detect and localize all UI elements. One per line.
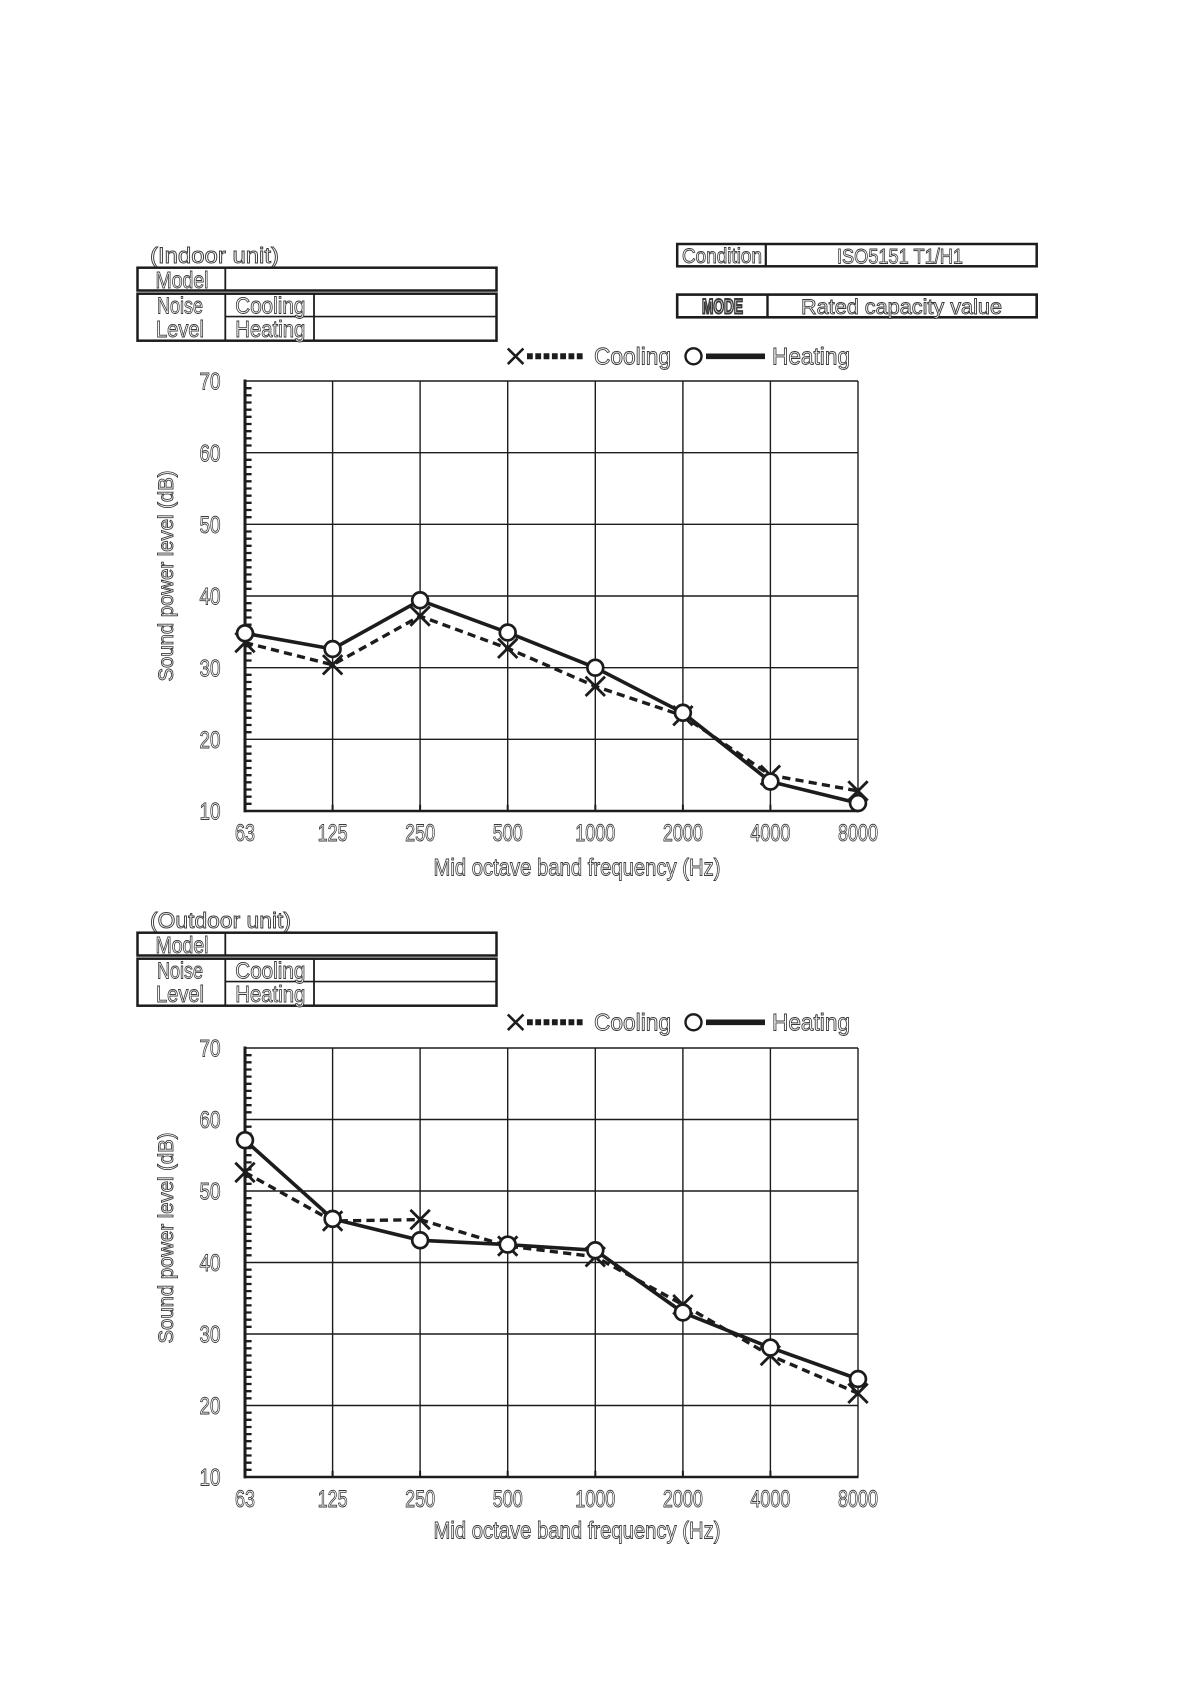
svg-text:70: 70 xyxy=(200,1036,221,1063)
svg-text:2000: 2000 xyxy=(663,820,703,847)
svg-text:63: 63 xyxy=(235,820,255,847)
svg-text:1000: 1000 xyxy=(575,1486,615,1513)
svg-text:MODE: MODE xyxy=(702,296,743,319)
svg-text:4000: 4000 xyxy=(750,820,790,847)
svg-text:250: 250 xyxy=(405,1486,435,1513)
svg-text:40: 40 xyxy=(200,584,221,611)
svg-text:(Outdoor unit): (Outdoor unit) xyxy=(150,908,291,933)
svg-text:Cooling: Cooling xyxy=(594,344,671,371)
svg-text:125: 125 xyxy=(318,1486,348,1513)
svg-text:8000: 8000 xyxy=(838,1486,878,1513)
svg-text:50: 50 xyxy=(200,1179,221,1206)
svg-text:Rated capacity value: Rated capacity value xyxy=(801,296,1002,319)
svg-text:60: 60 xyxy=(200,440,221,467)
svg-text:500: 500 xyxy=(493,820,523,847)
svg-text:(Indoor unit): (Indoor unit) xyxy=(150,243,279,268)
svg-text:Cooling: Cooling xyxy=(594,1010,671,1037)
svg-text:40: 40 xyxy=(200,1250,221,1277)
svg-text:20: 20 xyxy=(200,727,221,754)
svg-text:30: 30 xyxy=(200,1322,221,1349)
svg-text:8000: 8000 xyxy=(838,820,878,847)
svg-text:70: 70 xyxy=(200,369,221,396)
svg-text:10: 10 xyxy=(200,1465,221,1492)
svg-text:Model: Model xyxy=(156,932,209,958)
svg-text:Heating: Heating xyxy=(235,981,305,1007)
svg-text:Noise: Noise xyxy=(157,957,203,983)
svg-text:30: 30 xyxy=(200,655,221,682)
svg-text:Mid octave band frequency (Hz: Mid octave band frequency (Hz) xyxy=(434,855,721,882)
svg-text:Level: Level xyxy=(156,316,204,342)
svg-text:2000: 2000 xyxy=(663,1486,703,1513)
svg-text:Condition: Condition xyxy=(682,245,762,268)
svg-text:Level: Level xyxy=(156,981,204,1007)
svg-text:10: 10 xyxy=(200,799,221,826)
svg-text:Mid octave band frequency (Hz: Mid octave band frequency (Hz) xyxy=(434,1518,721,1545)
svg-text:Heating: Heating xyxy=(235,316,305,342)
svg-text:20: 20 xyxy=(200,1393,221,1420)
svg-text:Sound power level (dB): Sound power level (dB) xyxy=(155,1133,178,1344)
svg-text:Sound power level (dB): Sound power level (dB) xyxy=(155,471,178,682)
svg-text:125: 125 xyxy=(318,820,348,847)
svg-text:Cooling: Cooling xyxy=(235,957,305,983)
svg-text:60: 60 xyxy=(200,1107,221,1134)
svg-text:ISO5151 T1/H1: ISO5151 T1/H1 xyxy=(837,245,963,268)
svg-text:Heating: Heating xyxy=(772,1010,850,1037)
svg-text:Heating: Heating xyxy=(772,344,850,371)
svg-text:63: 63 xyxy=(235,1486,255,1513)
svg-text:Cooling: Cooling xyxy=(235,292,305,318)
svg-text:4000: 4000 xyxy=(750,1486,790,1513)
svg-text:250: 250 xyxy=(405,820,435,847)
svg-text:Noise: Noise xyxy=(157,292,203,318)
svg-text:Model: Model xyxy=(156,267,209,293)
svg-text:50: 50 xyxy=(200,512,221,539)
svg-text:1000: 1000 xyxy=(575,820,615,847)
svg-text:500: 500 xyxy=(493,1486,523,1513)
